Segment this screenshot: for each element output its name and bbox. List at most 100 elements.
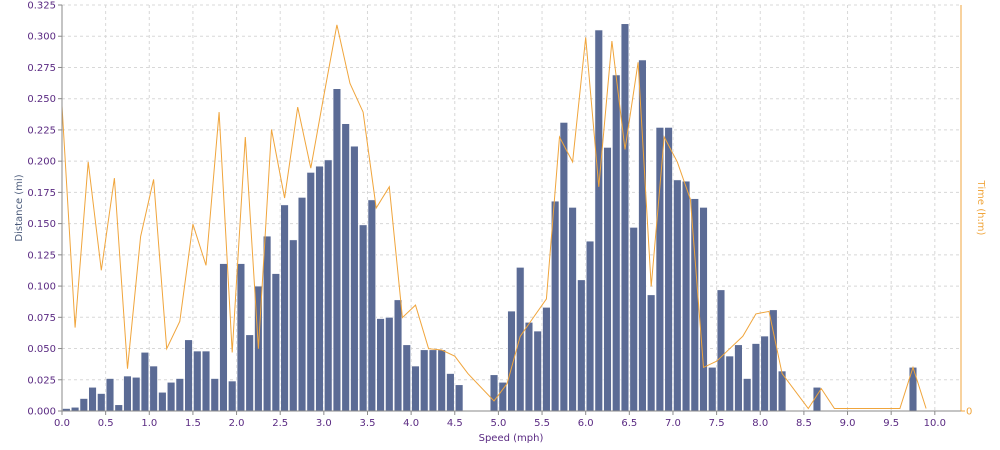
bar [568,207,577,412]
x-axis-label: Speed (mph) [479,433,544,444]
x-tick-label: 9.5 [883,418,899,429]
bar [699,207,708,412]
y-tick-label: 0.000 [27,407,56,418]
bar [149,365,158,412]
bar [324,159,333,412]
bar [437,349,446,412]
bar [201,350,211,412]
y-tick-label: 0.125 [27,250,56,261]
bar [88,386,97,412]
x-tick-label: 0.0 [54,418,70,429]
bar [411,365,420,412]
bar [271,273,281,412]
bar [193,350,202,412]
bar [306,172,315,412]
y-tick-label: 0.300 [27,32,56,43]
bar [420,349,429,412]
bar [708,366,717,412]
x-tick-labels: 0.0 0.5 1.0 1.5 2.0 2.5 3.0 3.5 4.0 4.5 5.0 5.5 6.0 6… [54,418,946,429]
y-tick-label: 0.075 [27,313,56,324]
bar [428,349,438,412]
bar [123,375,132,412]
bar [769,309,778,412]
bar [533,330,542,412]
bar [367,199,377,412]
axes [58,4,965,415]
bar [507,310,516,412]
y2-axis-label: Time (h:m) [975,180,986,236]
x-tick-label: 8.5 [796,418,812,429]
y-tick-label: 0.325 [27,1,56,12]
x-tick-label: 7.5 [709,418,725,429]
bar [262,235,272,412]
bar [908,366,918,412]
y2-tick-labels: 0 [966,407,972,418]
bar-series [62,23,918,412]
y-tick-labels: 0.000 0.025 0.050 0.075 0.100 0.125 0.150 0.175… [27,1,56,418]
x-tick-label: 6.0 [578,418,594,429]
bar [760,335,769,412]
y-tick-label: 0.275 [27,63,56,74]
bar [629,227,638,412]
bar [245,334,254,412]
bar [550,200,560,412]
bar [358,224,368,412]
bar [114,404,123,412]
bar [594,29,603,412]
x-tick-label: 4.5 [447,418,463,429]
bar [673,179,682,412]
bar [132,376,141,412]
y-axis-label: Distance (mi) [14,174,25,241]
y-tick-label: 0.200 [27,157,56,168]
bar [577,279,586,412]
y-tick-label: 0.100 [27,282,56,293]
y-tick-label: 0.025 [27,375,56,386]
y-tick-label: 0.050 [27,344,56,355]
x-tick-label: 9.0 [840,418,856,429]
x-tick-label: 5.5 [534,418,550,429]
y-tick-label: 0.225 [27,125,56,136]
bar [402,344,411,412]
bar [341,123,350,412]
x-tick-label: 0.5 [98,418,114,429]
bar [612,74,621,412]
bar [175,378,184,412]
bar [603,147,612,412]
bar [70,406,80,412]
bar [751,343,761,412]
x-tick-label: 4.0 [403,418,419,429]
bar [236,263,246,412]
bar [210,378,219,412]
bar [542,307,551,412]
bar [79,398,88,412]
bar [524,322,534,412]
x-tick-label: 5.0 [490,418,506,429]
time-line-series [61,24,927,410]
bar [664,127,673,412]
bar [376,318,385,412]
x-tick-label: 7.0 [665,418,681,429]
x-tick-label: 2.0 [229,418,245,429]
bar [332,88,342,412]
bar [97,393,106,412]
x-tick-label: 1.5 [185,418,201,429]
bar [516,267,525,412]
x-tick-label: 10.0 [924,418,946,429]
bar [297,197,307,412]
bar [620,23,630,412]
x-tick-label: 8.0 [752,418,768,429]
bar [646,294,656,412]
bar [184,339,193,412]
bar [289,239,298,412]
x-tick-label: 1.0 [141,418,157,429]
bar [585,240,595,412]
bar [446,373,455,412]
time-line [61,24,927,410]
y-tick-label: 0.250 [27,94,56,105]
bar [280,204,289,412]
bar [734,344,743,412]
bar [725,355,734,412]
bar [489,374,499,412]
bar [716,289,726,412]
